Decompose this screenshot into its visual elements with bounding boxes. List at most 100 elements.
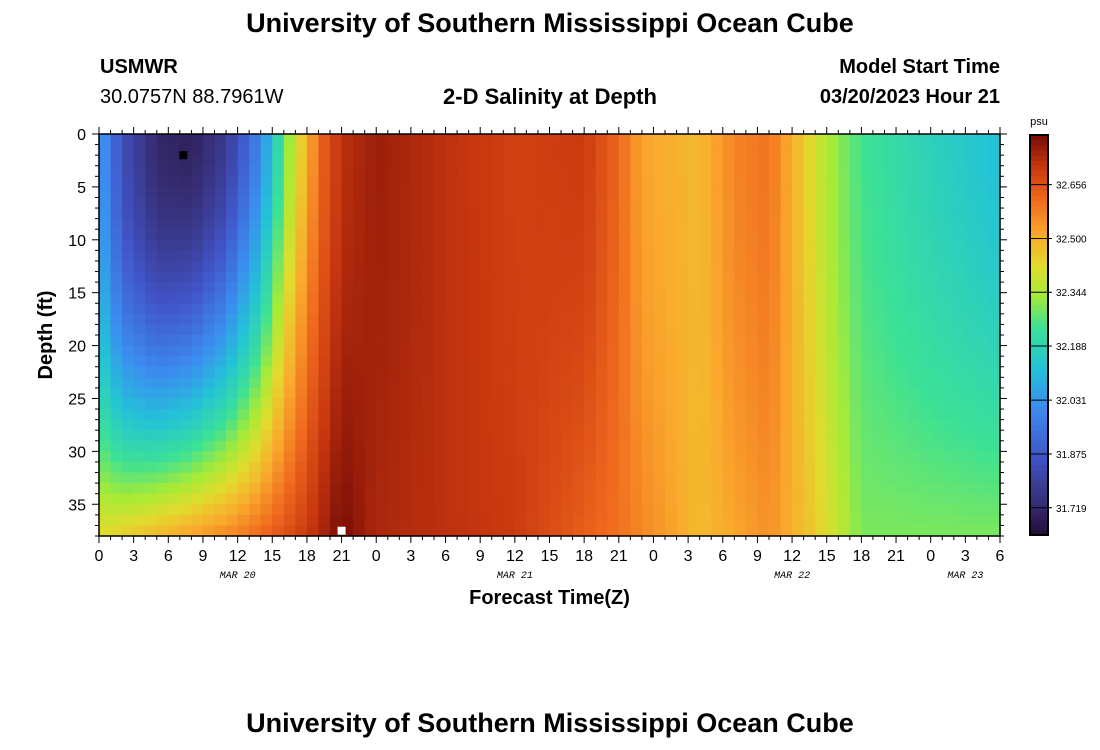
heatmap-cell	[965, 356, 978, 368]
heatmap-cell	[930, 144, 943, 156]
heatmap-cell	[942, 409, 955, 421]
heatmap-cell	[630, 282, 643, 294]
heatmap-cell	[953, 165, 966, 177]
heatmap-cell	[665, 292, 678, 304]
heatmap-cell	[179, 271, 193, 283]
heatmap-cell	[815, 229, 828, 241]
heatmap-cell	[734, 387, 747, 400]
heatmap-cell	[907, 271, 920, 283]
heatmap-cell	[133, 472, 146, 484]
heatmap-cell	[988, 260, 1001, 273]
heatmap-cell	[260, 419, 273, 431]
heatmap-cell	[330, 387, 343, 400]
heatmap-cell	[838, 451, 851, 463]
heatmap-cell	[607, 134, 620, 146]
heatmap-cell	[965, 239, 978, 251]
heatmap-cell	[745, 451, 759, 463]
heatmap-cell	[745, 525, 759, 537]
colorbar-tick-label: 31.719	[1056, 504, 1087, 515]
heatmap-cell	[907, 282, 920, 294]
heatmap-cell	[341, 335, 354, 347]
heatmap-cell	[202, 176, 216, 188]
heatmap-cell	[584, 504, 597, 516]
heatmap-cell	[630, 165, 643, 177]
heatmap-cell	[896, 186, 909, 199]
heatmap-cell	[272, 186, 285, 199]
heatmap-cell	[965, 260, 978, 273]
heatmap-cell	[872, 313, 886, 326]
heatmap-cell	[376, 282, 389, 294]
heatmap-cell	[133, 461, 146, 474]
heatmap-cell	[191, 419, 204, 431]
heatmap-cell	[584, 525, 597, 537]
heatmap-cell	[872, 461, 886, 474]
heatmap-cell	[942, 176, 955, 188]
heatmap-cell	[168, 387, 181, 400]
heatmap-cell	[387, 292, 400, 304]
heatmap-cell	[953, 377, 966, 389]
heatmap-cell	[133, 356, 146, 368]
colorbar-segment	[1030, 460, 1048, 466]
colorbar-segment	[1030, 190, 1048, 196]
heatmap-cell	[387, 504, 400, 516]
heatmap-cell	[249, 525, 262, 537]
heatmap-cell	[722, 313, 735, 326]
heatmap-cell	[457, 155, 470, 167]
heatmap-cell	[410, 197, 424, 209]
heatmap-cell	[330, 282, 343, 294]
colorbar-segment	[1030, 440, 1048, 446]
heatmap-cell	[503, 504, 516, 516]
heatmap-cell	[930, 419, 943, 431]
heatmap-cell	[410, 292, 424, 304]
heatmap-cell	[953, 409, 966, 421]
heatmap-cell	[445, 335, 458, 347]
heatmap-cell	[942, 472, 955, 484]
heatmap-cell	[283, 324, 296, 336]
heatmap-cell	[445, 186, 458, 199]
heatmap-cell	[318, 186, 331, 199]
heatmap-cell	[283, 461, 296, 474]
heatmap-cell	[676, 483, 689, 495]
heatmap-cell	[330, 461, 343, 474]
heatmap-cell	[792, 493, 805, 505]
heatmap-cell	[549, 155, 562, 167]
heatmap-cell	[930, 155, 943, 167]
heatmap-cell	[861, 483, 874, 495]
heatmap-cell	[976, 387, 990, 400]
heatmap-cell	[953, 303, 966, 315]
heatmap-cell	[145, 461, 158, 474]
heatmap-cell	[607, 356, 620, 368]
heatmap-cell	[630, 345, 643, 357]
heatmap-cell	[561, 176, 574, 188]
heatmap-cell	[699, 144, 712, 156]
axes: 0 3 6 9 12 15 18 21 0 3 6 9 12 15 18 21 0 3 6 9 12 15 18 21 0 3 6M…	[35, 127, 1007, 609]
heatmap-cell	[665, 525, 678, 537]
heatmap-cell	[896, 335, 909, 347]
heatmap-cell	[907, 483, 920, 495]
heatmap-cell	[237, 176, 250, 188]
heatmap-cell	[468, 144, 481, 156]
heatmap-cell	[768, 525, 782, 537]
heatmap-cell	[745, 303, 759, 315]
heatmap-cell	[226, 155, 239, 167]
heatmap-cell	[468, 335, 481, 347]
heatmap-cell	[676, 208, 689, 220]
heatmap-cell	[953, 186, 966, 199]
heatmap-cell	[179, 430, 193, 442]
heatmap-cell	[584, 335, 597, 347]
heatmap-cell	[514, 409, 527, 421]
heatmap-cell	[480, 451, 493, 463]
heatmap-cell	[665, 419, 678, 431]
heatmap-cell	[861, 440, 874, 452]
heatmap-cell	[237, 493, 250, 505]
heatmap-cell	[445, 176, 458, 188]
heatmap-cell	[387, 493, 400, 505]
heatmap-cell	[422, 208, 435, 220]
heatmap-cell	[861, 186, 874, 199]
y-tick-label: 20	[68, 339, 86, 356]
heatmap-cell	[815, 134, 828, 146]
heatmap-cell	[237, 313, 250, 326]
heatmap-cell	[191, 483, 204, 495]
colorbar-segment	[1030, 295, 1048, 301]
heatmap-cell	[665, 144, 678, 156]
